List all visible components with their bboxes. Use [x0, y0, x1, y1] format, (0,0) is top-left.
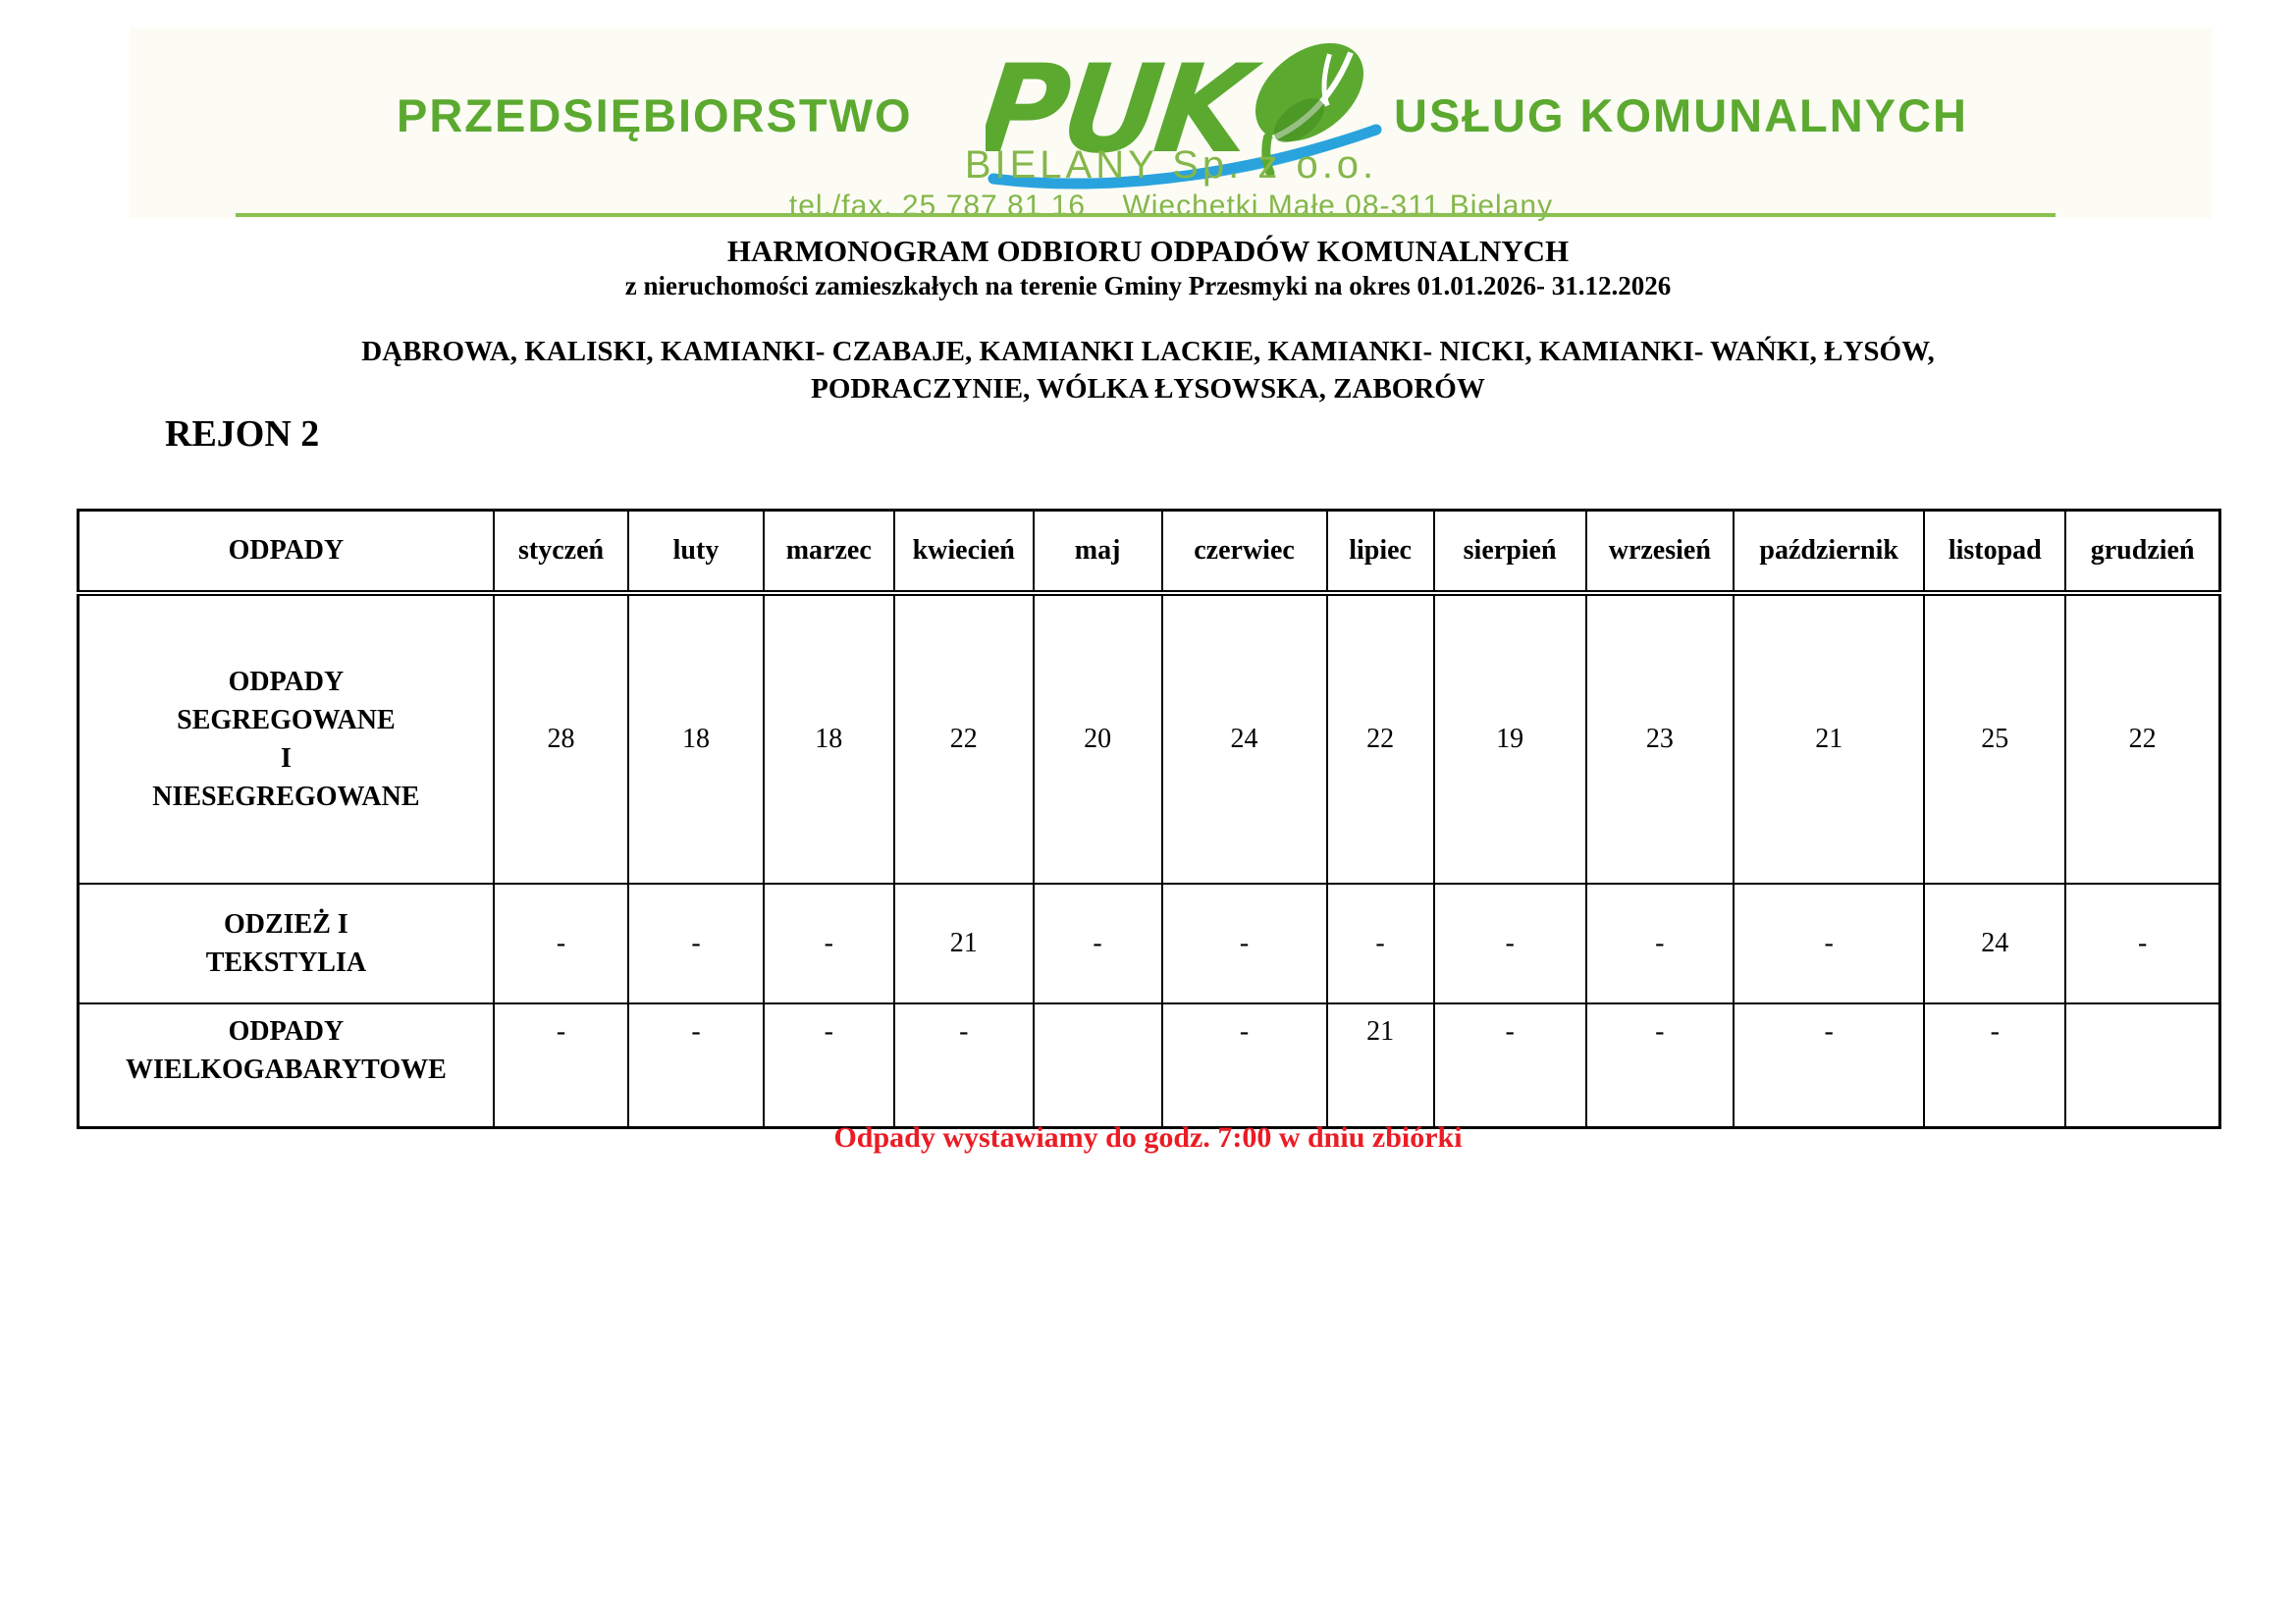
value-cell: -: [1160, 1002, 1328, 1129]
value-cell: -: [1160, 883, 1328, 1004]
label-line: I: [280, 743, 292, 774]
month-header-marzec: marzec: [762, 509, 895, 596]
value-cell: 24: [1160, 592, 1328, 885]
month-header-grudzien: grudzień: [2064, 509, 2221, 596]
doc-title: HARMONOGRAM ODBIORU ODPADÓW KOMUNALNYCH: [726, 234, 1570, 268]
value-cell: -: [627, 1002, 765, 1129]
logo-text: PUK: [986, 38, 1267, 180]
footer-note: Odpady wystawiamy do godz. 7:00 w dniu z…: [833, 1121, 1463, 1154]
company-banner: PRZEDSIĘBIORSTWO PUK USŁUG KOMUNALNYCH B…: [130, 27, 2213, 222]
value-cell: -: [1325, 883, 1435, 1004]
value-cell: 24: [1923, 883, 2067, 1004]
value-cell: -: [492, 1002, 630, 1129]
value-cell: -: [1032, 883, 1163, 1004]
value-cell: 22: [892, 592, 1035, 885]
value-cell: -: [892, 1002, 1035, 1129]
value-cell: 25: [1923, 592, 2067, 885]
label-line: TEKSTYLIA: [205, 947, 367, 978]
month-header-luty: luty: [627, 509, 765, 596]
leaf-icon: [1255, 42, 1363, 178]
month-header-sierpien: sierpień: [1432, 509, 1587, 596]
value-cell: -: [1733, 1002, 1926, 1129]
month-header-listopad: listopad: [1923, 509, 2067, 596]
table-row-wielkogabarytowe: ODPADY WIELKOGABARYTOWE - - - - - 21 - -…: [77, 1002, 2221, 1129]
localities-line-1: DĄBROWA, KALISKI, KAMIANKI- CZABAJE, KAM…: [361, 336, 1935, 367]
company-suffix: USŁUG KOMUNALNYCH: [1394, 89, 1968, 141]
value-cell: 22: [2064, 592, 2221, 885]
value-cell: [2064, 1002, 2221, 1129]
company-prefix: PRZEDSIĘBIORSTWO: [397, 89, 913, 141]
waste-type-cell: ODPADY WIELKOGABARYTOWE: [77, 1002, 495, 1129]
value-cell: -: [1923, 1002, 2067, 1129]
value-cell: 21: [1733, 592, 1926, 885]
month-header-styczen: styczeń: [492, 509, 630, 596]
month-header-kwiecien: kwiecień: [892, 509, 1035, 596]
value-cell: 18: [762, 592, 895, 885]
contact-line: tel./fax. 25 787 81 16 Wiechetki Małe 08…: [788, 189, 1554, 222]
month-header-pazdziernik: październik: [1733, 509, 1926, 596]
value-cell: 28: [492, 592, 630, 885]
value-cell: -: [1432, 1002, 1587, 1129]
waste-type-cell: ODZIEŻ I TEKSTYLIA: [77, 883, 495, 1004]
divider-line: [236, 213, 2056, 217]
value-cell: -: [1733, 883, 1926, 1004]
label-line: ODZIEŻ I: [223, 908, 348, 940]
month-header-czerwiec: czerwiec: [1160, 509, 1328, 596]
value-cell: 21: [892, 883, 1035, 1004]
value-cell: -: [1584, 883, 1735, 1004]
month-header-wrzesien: wrzesień: [1584, 509, 1735, 596]
table-row-segregowane: ODPADY SEGREGOWANE I NIESEGREGOWANE 28 1…: [77, 592, 2221, 885]
month-header-maj: maj: [1032, 509, 1163, 596]
doc-subtitle: z nieruchomości zamieszkałych na terenie…: [624, 271, 1672, 300]
swoosh-icon: [988, 124, 1382, 189]
value-cell: 21: [1325, 1002, 1435, 1129]
table-header-row: ODPADY styczeń luty marzec kwiecień maj …: [77, 509, 2221, 596]
value-cell: -: [762, 883, 895, 1004]
label-line: ODPADY: [228, 1016, 345, 1047]
month-header-lipiec: lipiec: [1325, 509, 1435, 596]
localities-line-2: PODRACZYNIE, WÓLKA ŁYSOWSKA, ZABORÓW: [811, 373, 1485, 405]
puk-logo: PUK: [986, 38, 1382, 189]
table-row-odziez: ODZIEŻ I TEKSTYLIA - - - 21 - - - - - - …: [77, 883, 2221, 1004]
value-cell: -: [2064, 883, 2221, 1004]
value-cell: [1032, 1002, 1163, 1129]
value-cell: 20: [1032, 592, 1163, 885]
schedule-table: ODPADY styczeń luty marzec kwiecień maj …: [77, 509, 2221, 1129]
value-cell: 23: [1584, 592, 1735, 885]
region-heading: REJON 2: [165, 413, 320, 455]
label-line: ODPADY: [228, 666, 345, 697]
waste-type-cell: ODPADY SEGREGOWANE I NIESEGREGOWANE: [77, 592, 495, 885]
value-cell: -: [627, 883, 765, 1004]
value-cell: -: [492, 883, 630, 1004]
label-line: WIELKOGABARYTOWE: [126, 1055, 447, 1086]
value-cell: 19: [1432, 592, 1587, 885]
value-cell: 22: [1325, 592, 1435, 885]
value-cell: -: [1584, 1002, 1735, 1129]
label-line: SEGREGOWANE: [177, 704, 396, 735]
header-odpady: ODPADY: [77, 509, 495, 596]
company-name: BIELANY Sp. z o.o.: [964, 143, 1378, 187]
value-cell: -: [1432, 883, 1587, 1004]
value-cell: -: [762, 1002, 895, 1129]
label-line: NIESEGREGOWANE: [152, 782, 420, 813]
value-cell: 18: [627, 592, 765, 885]
